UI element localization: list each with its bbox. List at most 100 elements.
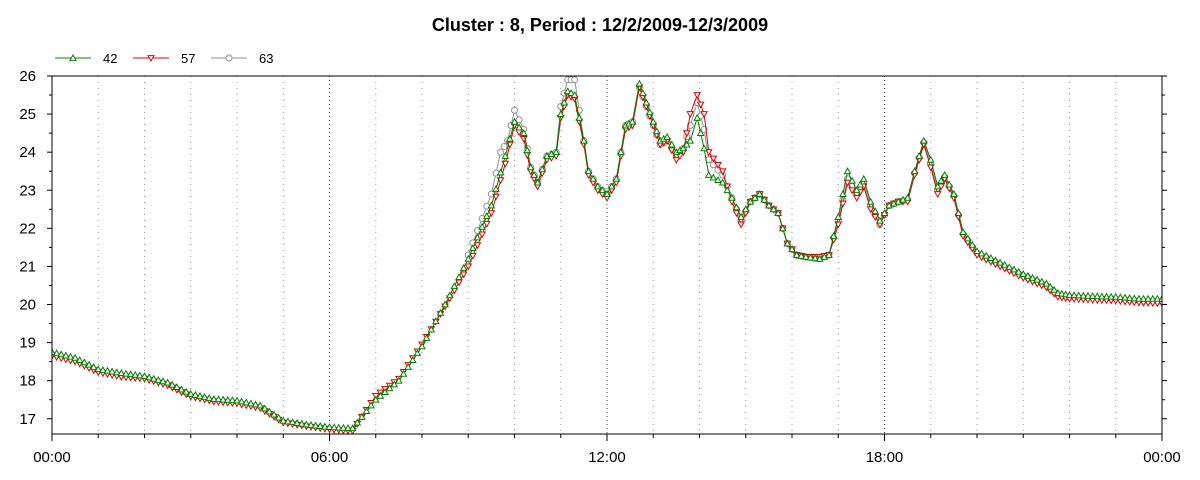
data-point-marker bbox=[122, 369, 130, 377]
data-point-marker bbox=[247, 399, 255, 407]
data-point-marker bbox=[432, 317, 440, 325]
data-point-marker bbox=[99, 365, 107, 373]
data-point-marker bbox=[1153, 294, 1162, 302]
data-point-marker bbox=[473, 242, 482, 250]
data-point-marker bbox=[112, 368, 121, 376]
data-point-marker bbox=[422, 333, 431, 341]
data-point-marker bbox=[741, 205, 750, 213]
data-point-marker bbox=[645, 108, 654, 116]
data-point-marker bbox=[723, 186, 732, 194]
chart-title: Cluster : 8, Period : 12/2/2009-12/3/200… bbox=[432, 15, 768, 35]
legend-item-63: 63 bbox=[211, 51, 273, 66]
data-point-marker bbox=[580, 136, 588, 144]
data-point-marker bbox=[1107, 292, 1115, 300]
data-point-marker bbox=[1046, 282, 1055, 290]
data-point-marker bbox=[843, 167, 852, 175]
x-tick-label: 18:00 bbox=[866, 449, 904, 466]
data-point-marker bbox=[612, 174, 621, 182]
data-point-marker bbox=[788, 245, 796, 253]
data-point-marker bbox=[652, 127, 661, 135]
data-point-marker bbox=[523, 146, 532, 154]
data-point-marker bbox=[954, 209, 963, 217]
data-point-marker bbox=[533, 178, 542, 186]
data-point-marker bbox=[367, 401, 375, 409]
data-point-marker bbox=[469, 252, 477, 260]
data-point-marker bbox=[552, 148, 560, 156]
legend-marker bbox=[225, 54, 233, 62]
data-point-marker bbox=[679, 144, 688, 152]
data-point-marker bbox=[228, 396, 237, 404]
data-point-marker bbox=[173, 383, 181, 391]
data-point-marker bbox=[85, 360, 93, 368]
data-point-marker bbox=[575, 113, 584, 121]
data-point-marker bbox=[672, 156, 681, 164]
data-point-marker bbox=[1065, 290, 1074, 298]
data-point-marker bbox=[325, 423, 334, 431]
legend: 42 57 63 bbox=[55, 51, 273, 66]
data-point-marker bbox=[963, 234, 972, 242]
data-point-marker bbox=[607, 182, 616, 190]
data-point-marker bbox=[478, 222, 486, 230]
data-point-marker bbox=[339, 423, 348, 431]
data-point-marker bbox=[919, 136, 928, 144]
data-point-marker bbox=[714, 176, 722, 183]
data-point-marker bbox=[251, 400, 260, 408]
data-point-marker bbox=[145, 373, 153, 381]
data-point-marker bbox=[686, 136, 695, 144]
data-point-marker bbox=[848, 176, 856, 184]
data-point-marker bbox=[806, 253, 815, 261]
data-point-marker bbox=[395, 376, 403, 384]
axes: 17 18 19 20 21 22 23 24 25 26 00:00 06:00 12:00 18:00… bbox=[19, 68, 1180, 466]
data-point-marker bbox=[709, 173, 718, 181]
data-point-marker bbox=[709, 155, 718, 163]
data-point-marker bbox=[638, 89, 647, 97]
data-point-marker bbox=[62, 351, 70, 359]
data-point-marker bbox=[297, 419, 306, 427]
data-point-marker bbox=[233, 396, 241, 404]
data-point-marker bbox=[200, 392, 209, 400]
data-point-marker bbox=[1158, 294, 1162, 302]
data-point-marker bbox=[482, 212, 491, 220]
data-point-marker bbox=[469, 244, 477, 252]
data-point-marker bbox=[52, 348, 56, 356]
data-point-marker bbox=[991, 256, 1000, 264]
data-point-marker bbox=[80, 358, 89, 366]
data-point-marker bbox=[487, 201, 496, 209]
data-point-marker bbox=[560, 98, 569, 106]
legend-label: 57 bbox=[181, 51, 195, 66]
data-point-marker bbox=[330, 423, 338, 431]
data-point-marker bbox=[1074, 291, 1083, 299]
data-point-marker bbox=[279, 416, 288, 424]
data-point-marker bbox=[700, 111, 708, 119]
data-point-marker bbox=[1144, 294, 1152, 302]
data-point-marker bbox=[496, 168, 505, 176]
data-point-marker bbox=[996, 258, 1004, 266]
data-point-marker bbox=[390, 380, 399, 388]
data-point-marker bbox=[256, 401, 264, 409]
data-point-marker bbox=[1042, 279, 1051, 287]
data-point-marker bbox=[973, 247, 981, 255]
data-point-marker bbox=[704, 170, 713, 178]
data-point-marker bbox=[718, 168, 727, 176]
data-point-marker bbox=[530, 170, 539, 178]
data-point-marker bbox=[168, 380, 177, 388]
data-point-marker bbox=[302, 420, 311, 428]
data-point-marker bbox=[950, 190, 958, 197]
data-point-marker bbox=[859, 174, 868, 182]
data-point-marker bbox=[667, 140, 676, 148]
data-point-marker bbox=[408, 356, 417, 364]
data-point-marker bbox=[519, 129, 528, 137]
data-point-marker bbox=[589, 174, 597, 182]
data-point-marker bbox=[829, 231, 838, 239]
data-point-marker bbox=[497, 148, 505, 156]
data-point-marker bbox=[834, 212, 843, 220]
data-point-marker bbox=[94, 365, 103, 373]
data-point-marker bbox=[926, 155, 935, 163]
data-point-marker bbox=[880, 209, 889, 217]
x-tick-label: 06:00 bbox=[311, 449, 349, 466]
data-point-marker bbox=[755, 190, 764, 197]
data-point-marker bbox=[871, 214, 880, 221]
data-point-marker bbox=[500, 142, 508, 150]
data-point-marker bbox=[628, 117, 637, 125]
